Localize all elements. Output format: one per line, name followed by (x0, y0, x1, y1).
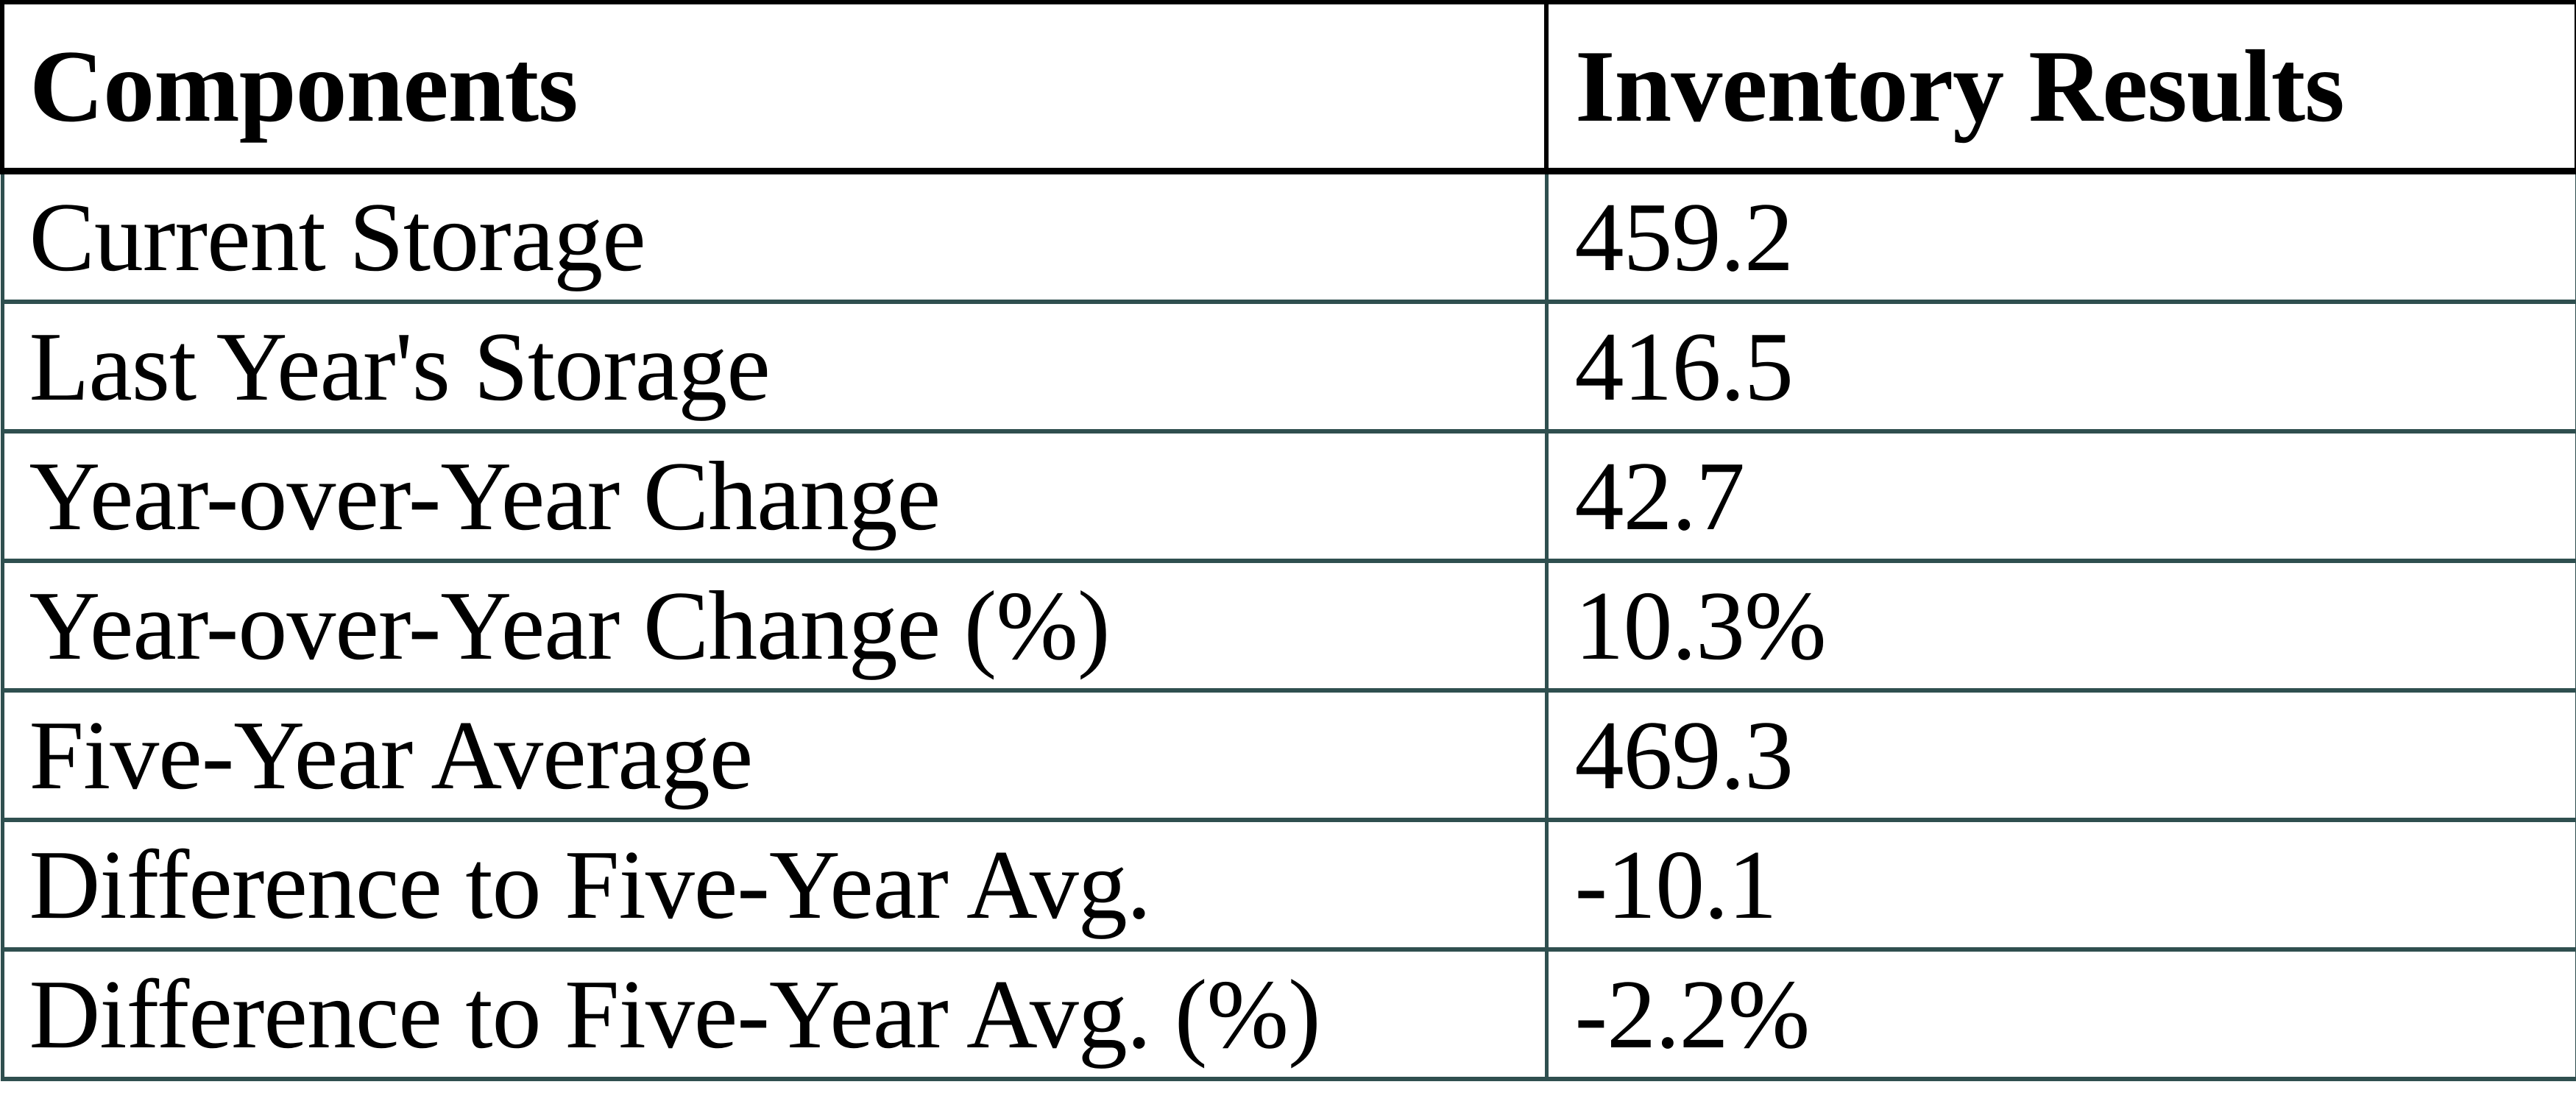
column-header-inventory-results: Inventory Results (1544, 0, 2576, 174)
table-row: Year-over-Year Change (%) 10.3% (0, 559, 2576, 693)
table-row: Five-Year Average 469.3 (0, 688, 2576, 822)
row-value: 42.7 (1544, 429, 2576, 563)
row-label: Last Year's Storage (0, 300, 1549, 434)
row-value: -2.2% (1544, 947, 2576, 1081)
table-row: Year-over-Year Change 42.7 (0, 429, 2576, 563)
row-value: 416.5 (1544, 300, 2576, 434)
row-label: Year-over-Year Change (%) (0, 559, 1549, 693)
row-label: Difference to Five-Year Avg. (0, 818, 1549, 952)
row-label: Current Storage (0, 169, 1549, 304)
table-row: Last Year's Storage 416.5 (0, 300, 2576, 434)
row-value: 10.3% (1544, 559, 2576, 693)
row-value: -10.1 (1544, 818, 2576, 952)
row-label: Difference to Five-Year Avg. (%) (0, 947, 1549, 1081)
row-label: Five-Year Average (0, 688, 1549, 822)
row-value: 459.2 (1544, 169, 2576, 304)
inventory-summary-table: Components Inventory Results Current Sto… (0, 0, 2576, 1081)
header-row: Components Inventory Results (0, 0, 2576, 174)
table-row: Difference to Five-Year Avg. (%) -2.2% (0, 947, 2576, 1081)
table-row: Current Storage 459.2 (0, 169, 2576, 304)
row-label: Year-over-Year Change (0, 429, 1549, 563)
row-value: 469.3 (1544, 688, 2576, 822)
table-row: Difference to Five-Year Avg. -10.1 (0, 818, 2576, 952)
column-header-components: Components (0, 0, 1549, 174)
